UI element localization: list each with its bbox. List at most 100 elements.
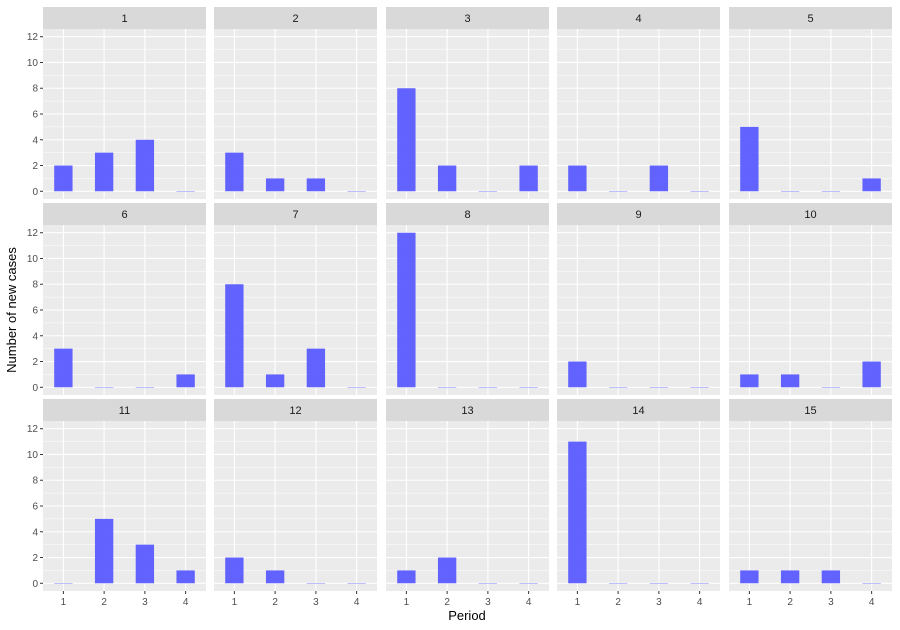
y-tick-label: 4 <box>32 527 38 538</box>
facet-strip-label: 9 <box>635 209 641 221</box>
bar-period-4 <box>176 374 195 388</box>
y-tick-label: 8 <box>32 84 38 95</box>
y-tick-label: 6 <box>32 502 38 513</box>
x-tick-label: 2 <box>101 597 107 608</box>
y-axis-title: Number of new cases <box>4 247 19 373</box>
y-tick-label: 6 <box>32 306 38 317</box>
bar-period-1 <box>225 284 244 388</box>
bar-period-1 <box>568 441 587 584</box>
x-axis-title: Period <box>448 608 486 623</box>
x-tick-label: 3 <box>142 597 148 608</box>
facet-panel-14: 14 1 2 3 4 <box>557 399 720 608</box>
bar-period-1 <box>740 570 759 584</box>
bar-period-3 <box>306 348 326 388</box>
facet-strip-label: 2 <box>292 13 298 25</box>
bar-period-2 <box>265 570 285 584</box>
bar-period-4 <box>862 178 881 192</box>
bar-period-1 <box>397 88 416 192</box>
bar-period-3 <box>821 570 841 584</box>
facet-panel-8: 8 <box>386 203 549 395</box>
y-tick-label: 10 <box>27 254 39 265</box>
facet-strip-label: 1 <box>121 13 127 25</box>
y-tick-label: 12 <box>27 424 39 435</box>
x-tick-label: 1 <box>404 597 410 608</box>
facet-strip <box>386 399 549 421</box>
facet-panel-15: 15 1 2 3 4 <box>729 399 892 608</box>
x-tick-label: 3 <box>313 597 319 608</box>
x-tick-label: 4 <box>354 597 360 608</box>
facet-strip-label: 11 <box>119 405 130 417</box>
facet-strip <box>43 203 206 225</box>
facet-strip <box>214 399 377 421</box>
y-tick-label: 2 <box>32 357 38 368</box>
bar-period-3 <box>306 178 326 192</box>
bar-period-2 <box>780 570 800 584</box>
facet-strip-label: 7 <box>292 209 298 221</box>
facet-strip-label: 4 <box>635 13 641 25</box>
facet-strip <box>729 203 892 225</box>
facet-strip-label: 10 <box>804 209 816 221</box>
bar-period-3 <box>135 544 155 584</box>
x-tick-label: 1 <box>575 597 581 608</box>
facet-strip <box>557 7 720 29</box>
bar-period-1 <box>397 232 416 388</box>
facet-strip-label: 13 <box>461 405 473 417</box>
y-tick-label: 4 <box>32 135 38 146</box>
facet-panel-2: 2 <box>214 7 377 199</box>
y-tick-label: 0 <box>32 187 38 198</box>
bar-period-2 <box>437 165 457 192</box>
y-tick-label: 12 <box>27 228 39 239</box>
y-tick-label: 2 <box>32 161 38 172</box>
x-tick-label: 4 <box>869 597 875 608</box>
facet-strip <box>386 7 549 29</box>
bar-period-2 <box>780 374 800 388</box>
y-tick-label: 8 <box>32 476 38 487</box>
y-tick-label: 8 <box>32 280 38 291</box>
facet-strip-label: 15 <box>804 405 816 417</box>
facet-strip <box>386 203 549 225</box>
x-tick-label: 3 <box>828 597 834 608</box>
bar-period-1 <box>568 361 587 388</box>
x-tick-label: 1 <box>747 597 753 608</box>
facet-panel-9: 9 <box>557 203 720 395</box>
bar-period-2 <box>265 178 285 192</box>
x-tick-label: 3 <box>485 597 491 608</box>
bar-period-1 <box>225 557 244 584</box>
facet-strip <box>729 399 892 421</box>
facet-panel-13: 13 1 2 3 4 <box>386 399 549 608</box>
y-tick-label: 2 <box>32 553 38 564</box>
facet-strip-label: 8 <box>464 209 470 221</box>
facet-strip <box>214 203 377 225</box>
bar-period-4 <box>519 165 538 192</box>
x-tick-label: 4 <box>183 597 189 608</box>
x-tick-label: 4 <box>697 597 703 608</box>
x-tick-label: 2 <box>615 597 621 608</box>
bar-period-1 <box>54 348 73 388</box>
bar-period-1 <box>397 570 416 584</box>
y-tick-label: 0 <box>32 579 38 590</box>
facet-strip-label: 12 <box>289 405 301 417</box>
facet-panel-3: 3 <box>386 7 549 199</box>
bar-period-1 <box>225 152 244 192</box>
x-tick-label: 2 <box>272 597 278 608</box>
bar-period-2 <box>94 152 114 192</box>
bar-period-2 <box>265 374 285 388</box>
facet-panel-7: 7 <box>214 203 377 395</box>
facet-strip <box>729 7 892 29</box>
bar-period-2 <box>437 557 457 584</box>
facet-strip <box>557 203 720 225</box>
facet-strip <box>557 399 720 421</box>
y-tick-label: 4 <box>32 331 38 342</box>
facet-panel-10: 10 <box>729 203 892 395</box>
facet-panel-5: 5 <box>729 7 892 199</box>
x-tick-label: 2 <box>444 597 450 608</box>
bar-period-2 <box>94 518 114 584</box>
facet-strip-label: 3 <box>464 13 470 25</box>
x-tick-label: 2 <box>787 597 793 608</box>
facet-strip <box>214 7 377 29</box>
y-tick-label: 10 <box>27 450 39 461</box>
